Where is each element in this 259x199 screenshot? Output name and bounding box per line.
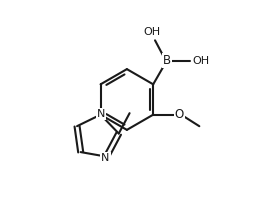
Text: N: N bbox=[101, 153, 110, 163]
Text: B: B bbox=[163, 54, 171, 67]
Text: N: N bbox=[97, 109, 105, 119]
Text: OH: OH bbox=[144, 27, 161, 37]
Text: OH: OH bbox=[192, 56, 210, 66]
Text: O: O bbox=[175, 108, 184, 121]
